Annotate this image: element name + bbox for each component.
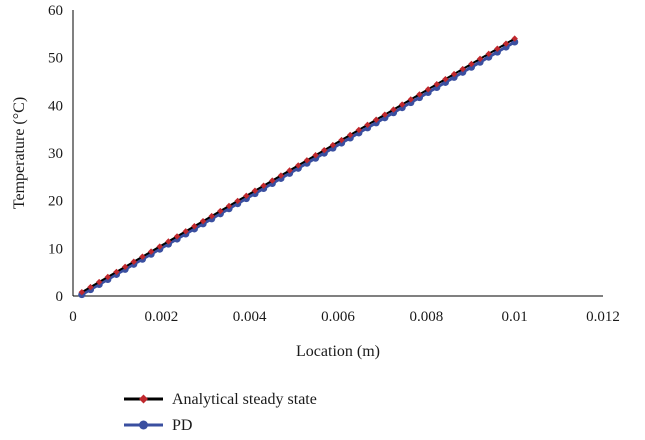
data-point: [277, 172, 285, 179]
data-point: [424, 86, 432, 93]
legend-label-pd: PD: [172, 417, 192, 434]
data-point: [312, 152, 319, 159]
data-point: [459, 65, 466, 73]
data-point: [191, 223, 198, 230]
x-tick-label: 0.01: [502, 309, 528, 325]
data-point: [251, 187, 259, 194]
data-point: [243, 192, 250, 200]
data-point: [338, 136, 345, 144]
data-point: [87, 283, 94, 291]
data-point: [165, 238, 172, 245]
data-point: [130, 258, 137, 265]
data-point: [295, 162, 302, 169]
data-point: [407, 96, 414, 103]
data-point: [416, 91, 423, 98]
data-point: [355, 126, 363, 134]
data-point: [173, 233, 181, 240]
data-point: [95, 278, 103, 286]
data-point: [234, 197, 241, 205]
data-point: [494, 45, 501, 52]
x-tick-label: 0.004: [233, 309, 267, 325]
data-point: [286, 167, 293, 174]
x-tick-labels: 0 0.002 0.004 0.006 0.008 0.01 0.012: [69, 309, 620, 325]
data-point: [199, 217, 207, 225]
data-point: [156, 243, 163, 250]
data-point: [269, 177, 276, 184]
legend-circle-marker: [139, 420, 148, 430]
data-point: [303, 157, 311, 164]
data-point: [364, 121, 371, 129]
y-tick-label: 10: [48, 241, 63, 257]
x-tick-label: 0: [69, 309, 77, 325]
x-tick-label: 0.008: [409, 309, 443, 325]
data-point: [182, 228, 189, 235]
data-point: [381, 111, 389, 118]
series-analytical: [78, 35, 518, 296]
data-point: [390, 106, 397, 113]
data-point: [398, 101, 406, 108]
y-tick-label: 50: [48, 51, 63, 67]
x-tick-label: 0.012: [586, 309, 620, 325]
data-point: [485, 50, 492, 58]
legend: Analytical steady state PD: [124, 391, 317, 434]
data-point: [329, 141, 337, 149]
y-tick-label: 60: [48, 3, 63, 19]
axes: [72, 10, 603, 297]
data-point: [372, 116, 380, 123]
data-point: [121, 263, 129, 271]
data-point: [450, 70, 458, 78]
x-tick-label: 0.002: [144, 309, 178, 325]
y-tick-label: 0: [56, 289, 64, 305]
data-point: [476, 55, 484, 63]
data-point: [442, 75, 449, 83]
legend-diamond-marker: [139, 394, 148, 404]
data-point: [78, 288, 86, 296]
x-axis-title: Location (m): [296, 343, 380, 360]
data-point: [511, 35, 518, 42]
x-tick-label: 0.006: [321, 309, 355, 325]
data-point: [139, 253, 146, 260]
data-point: [225, 202, 233, 210]
y-tick-label: 20: [48, 194, 63, 210]
data-point: [147, 248, 155, 255]
data-point: [433, 81, 440, 88]
data-point: [260, 182, 267, 189]
data-point: [468, 60, 475, 68]
data-point: [321, 146, 328, 154]
data-point: [217, 207, 224, 215]
y-tick-label: 40: [48, 98, 63, 114]
legend-label-analytical: Analytical steady state: [172, 391, 317, 408]
y-tick-label: 30: [48, 146, 63, 162]
data-point: [104, 273, 112, 281]
y-tick-labels: 0 10 20 30 40 50 60: [48, 3, 63, 305]
series-layer: [78, 35, 519, 299]
data-point: [502, 40, 510, 47]
data-point: [208, 212, 215, 220]
legend-entry-pd: PD: [124, 417, 192, 434]
data-point: [113, 268, 120, 276]
legend-entry-analytical: Analytical steady state: [124, 391, 317, 408]
y-axis-title: Temperature (°C): [11, 97, 28, 209]
data-point: [346, 131, 354, 139]
